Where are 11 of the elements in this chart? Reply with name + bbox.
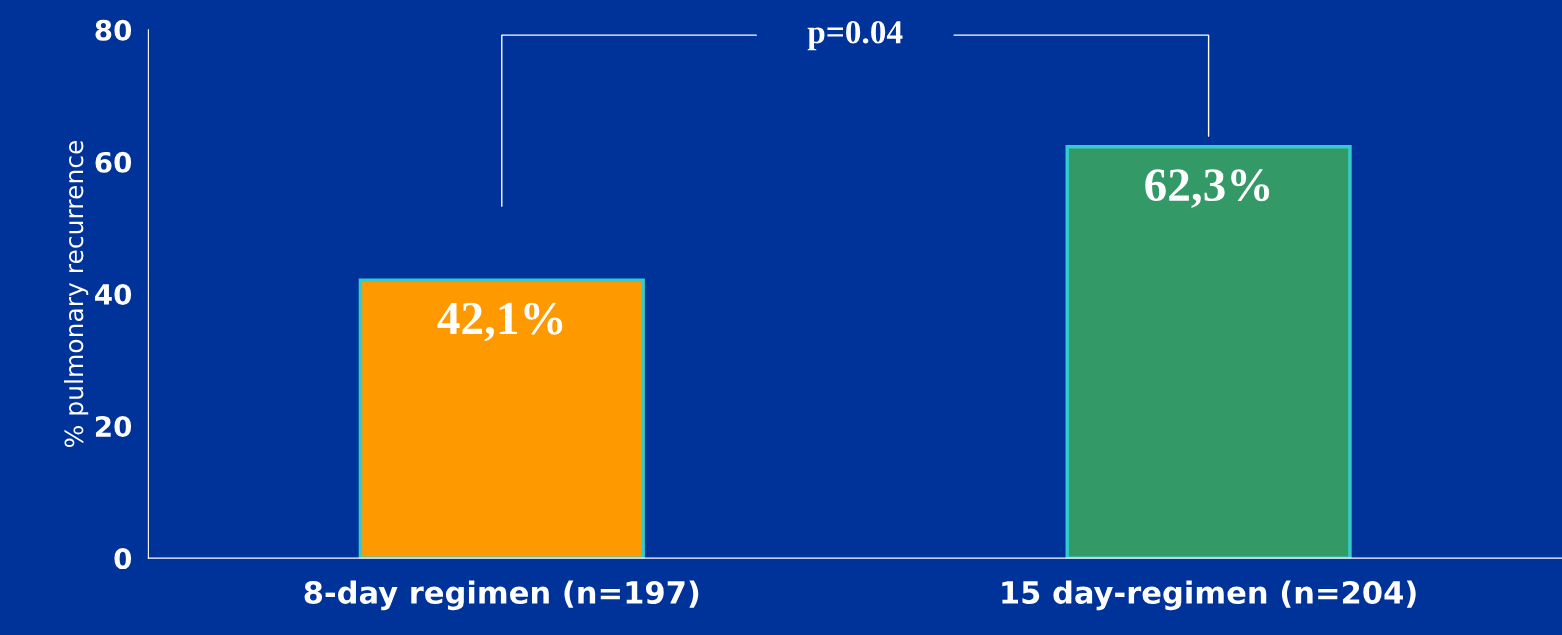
y-tick-label: 40 [95,283,132,305]
y-tick-label: 0 [114,548,132,570]
x-tick-label: 8-day regimen (n=197) [304,580,699,611]
y-tick-label: 80 [95,19,132,41]
x-tick-label: 15 day-regimen (n=204) [1002,580,1416,611]
y-tick-label: 60 [95,151,132,173]
annotation: p=0.04 [807,20,903,51]
y-tick-label: 20 [95,416,132,438]
data-label: 62,3% [1145,169,1270,208]
data-label: 42,1% [437,302,563,342]
y-axis-title: % pulmonary recurrence [64,140,89,448]
